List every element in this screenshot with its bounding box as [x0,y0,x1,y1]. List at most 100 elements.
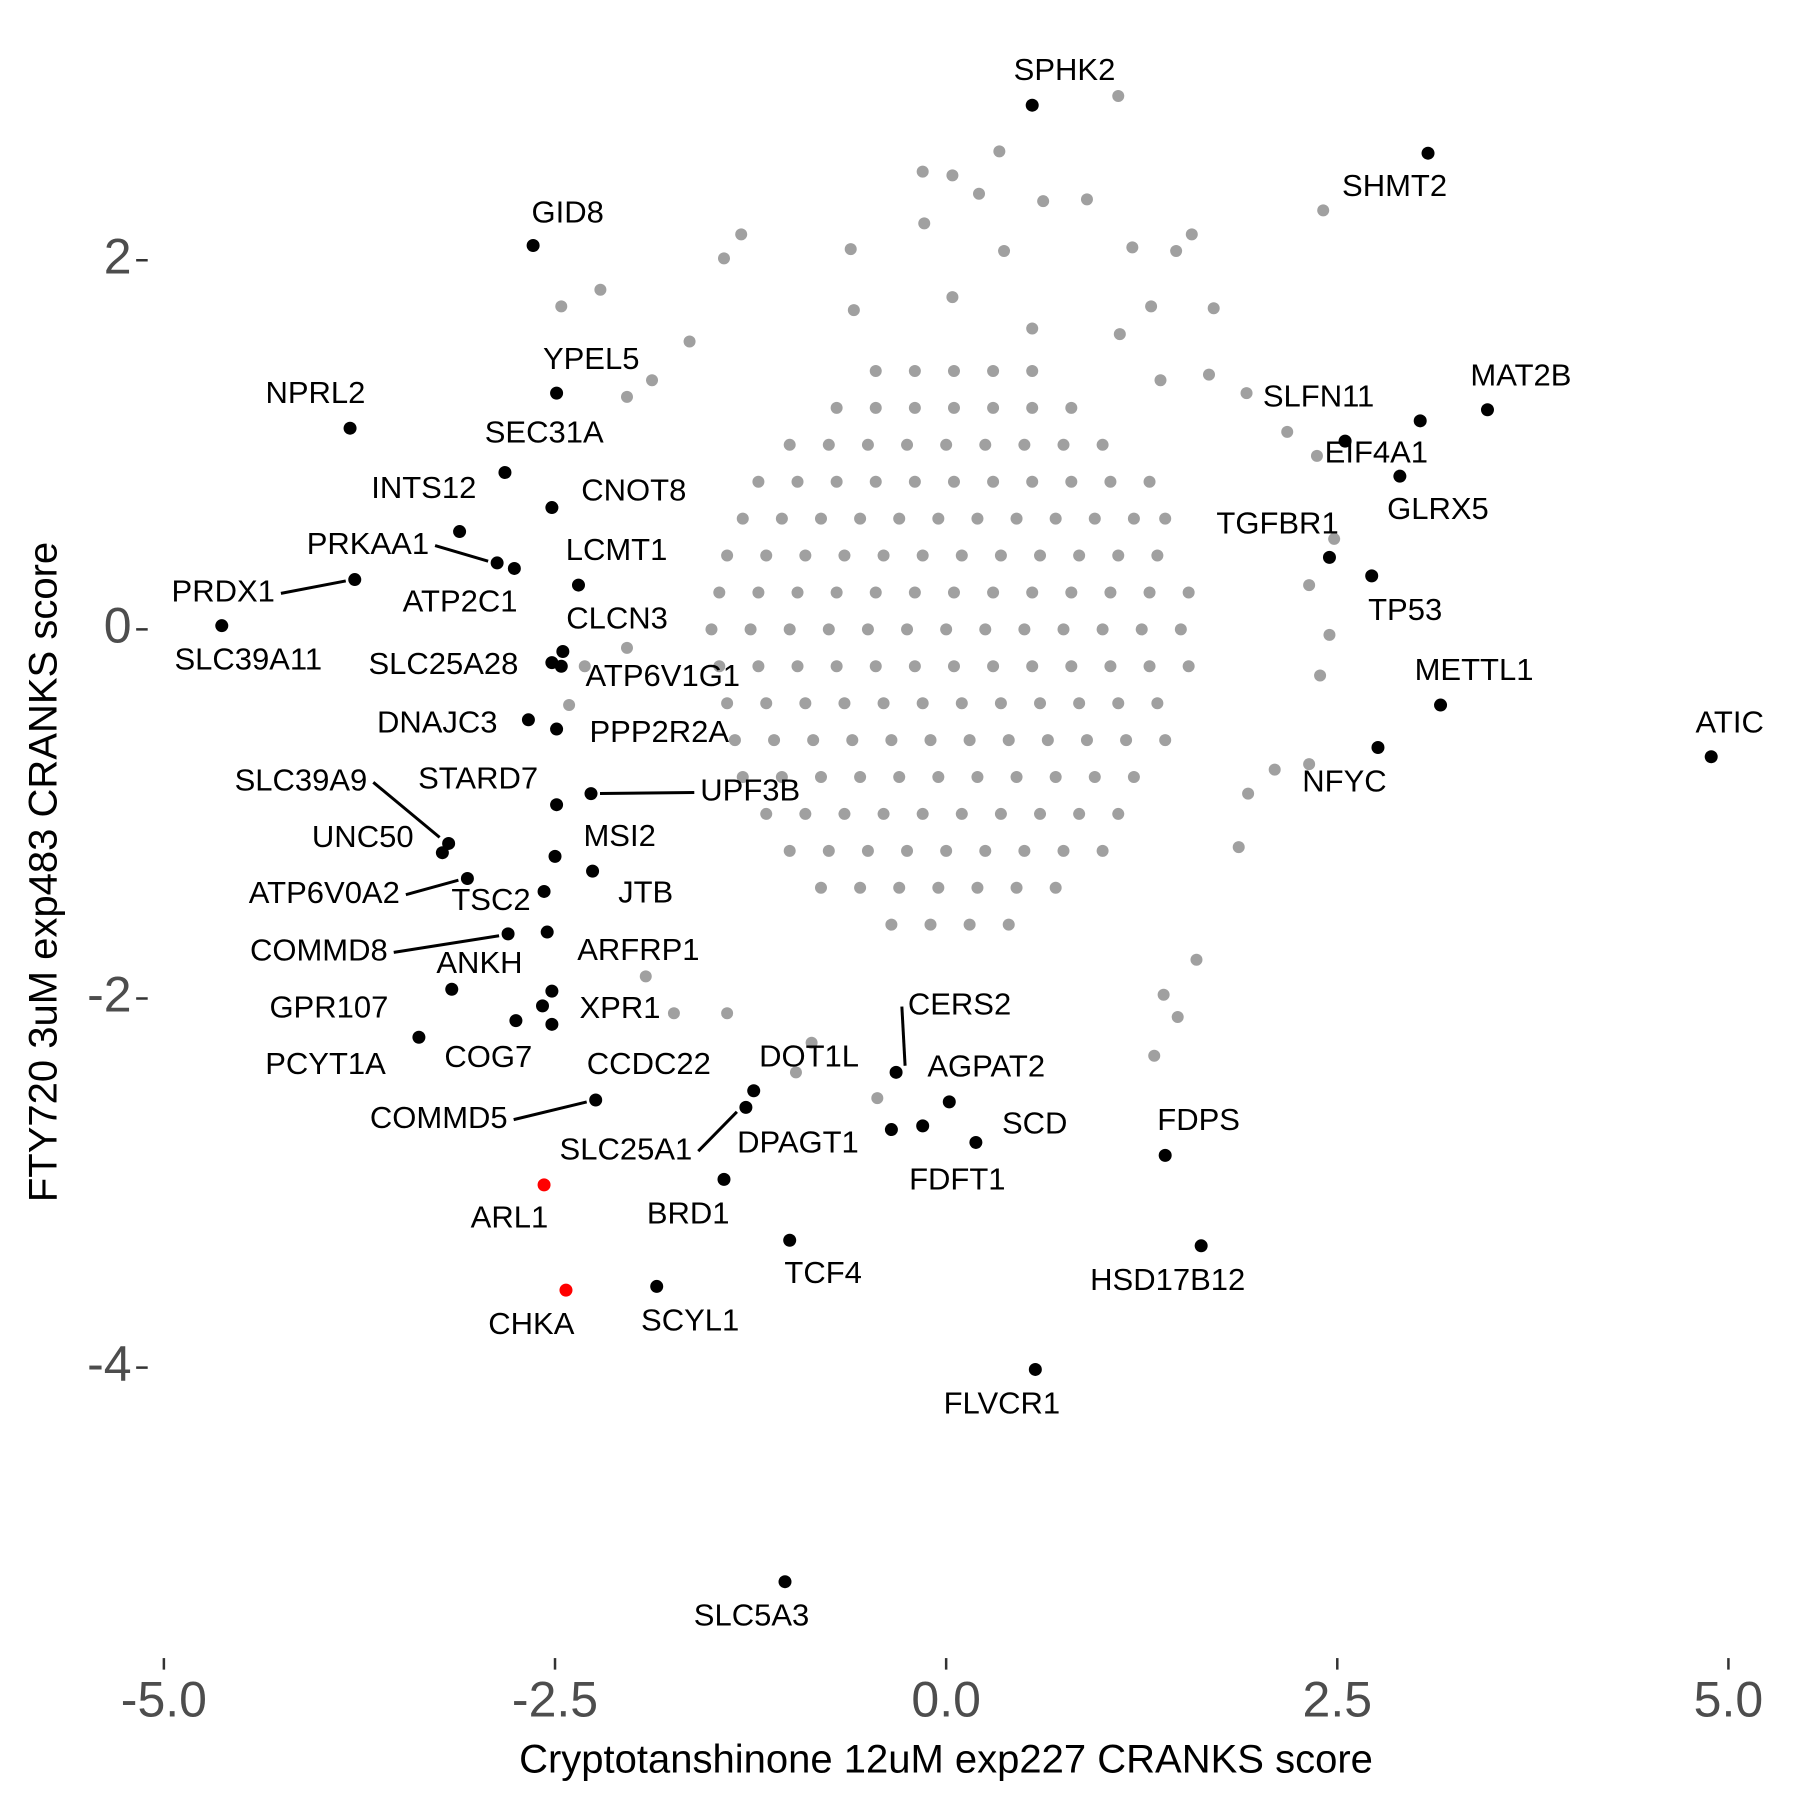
background-point [775,512,788,525]
point-label: CNOT8 [581,473,686,508]
background-point [955,697,968,710]
background-point [736,512,749,525]
leader-line [280,579,347,595]
background-point [814,512,827,525]
background-point [1159,734,1172,747]
highlighted-point [215,619,229,633]
background-point [1328,532,1341,545]
background-point [1317,204,1330,217]
point-label: YPEL5 [543,341,640,376]
background-point [799,697,812,710]
background-point [844,243,857,256]
background-point [908,660,921,673]
background-point [736,771,749,784]
background-point [854,771,867,784]
highlighted-point [942,1095,956,1109]
background-point [963,734,976,747]
highlighted-point [650,1279,664,1293]
point-label: DPAGT1 [737,1125,859,1160]
highlighted-point [584,787,598,801]
highlighted-point [559,1283,573,1297]
background-point [1281,425,1294,438]
leader-line [372,781,441,839]
background-point [752,586,765,599]
highlighted-point [412,1030,426,1044]
background-point [854,881,867,894]
background-point [1080,193,1093,206]
highlighted-point [1371,740,1385,754]
point-label: COMMD5 [370,1100,508,1135]
background-point [805,1036,818,1049]
highlighted-point [1421,146,1435,160]
background-point [963,918,976,931]
background-point [1113,328,1126,341]
background-point [1154,374,1167,387]
point-label: SLC39A11 [174,642,322,677]
point-label: JTB [618,874,673,909]
highlighted-point [435,846,449,860]
background-point [1057,438,1070,451]
background-point [869,660,882,673]
point-label: SLC25A1 [560,1131,693,1166]
background-point [838,549,851,562]
background-point [1018,844,1031,857]
background-point [1049,771,1062,784]
point-label: BRD1 [647,1195,730,1230]
background-point [775,771,788,784]
point-label: FDPS [1157,1102,1240,1137]
background-point [744,623,757,636]
point-label: INTS12 [371,470,476,505]
point-label: CERS2 [908,987,1011,1022]
point-label: NFYC [1302,763,1386,798]
background-point [1065,660,1078,673]
background-point [620,390,633,403]
highlighted-point [498,465,512,479]
background-point [1010,512,1023,525]
background-point [1314,669,1327,682]
background-point [822,844,835,857]
background-point [1088,512,1101,525]
y-axis-title: FTY720 3uM exp483 CRANKS score [22,542,66,1202]
highlighted-point [1028,1362,1042,1376]
background-point [916,697,929,710]
background-point [822,438,835,451]
background-point [893,512,906,525]
highlighted-point [442,836,456,850]
background-point [1057,623,1070,636]
highlighted-point [526,238,540,252]
background-point [1073,697,1086,710]
highlighted-point [545,1017,559,1031]
background-point [877,697,890,710]
leader-line [697,1110,738,1153]
highlighted-point [521,713,535,727]
background-point [1026,322,1039,335]
point-label: SLFN11 [1263,379,1374,414]
background-point [1127,771,1140,784]
point-label: SEC31A [485,415,604,450]
point-label: LCMT1 [566,532,668,567]
background-point [871,1092,884,1105]
background-point [1202,368,1215,381]
highlighted-point [507,561,521,575]
point-label: PRKAA1 [307,526,429,561]
background-point [901,844,914,857]
background-point [1171,1010,1184,1023]
highlighted-point [1025,98,1039,112]
background-point [1127,512,1140,525]
highlighted-point [1365,569,1379,583]
point-label: STARD7 [418,761,538,796]
point-label: SCD [1002,1105,1067,1140]
background-point [901,623,914,636]
background-point [1026,586,1039,599]
point-label: COG7 [444,1039,532,1074]
highlighted-point [1480,403,1494,417]
background-point [947,586,960,599]
point-label: ATIC [1696,705,1764,740]
background-point [768,734,781,747]
point-label: GLRX5 [1387,491,1489,526]
background-point [1174,623,1187,636]
background-point [869,586,882,599]
point-label: XPR1 [579,990,660,1025]
background-point [1026,660,1039,673]
